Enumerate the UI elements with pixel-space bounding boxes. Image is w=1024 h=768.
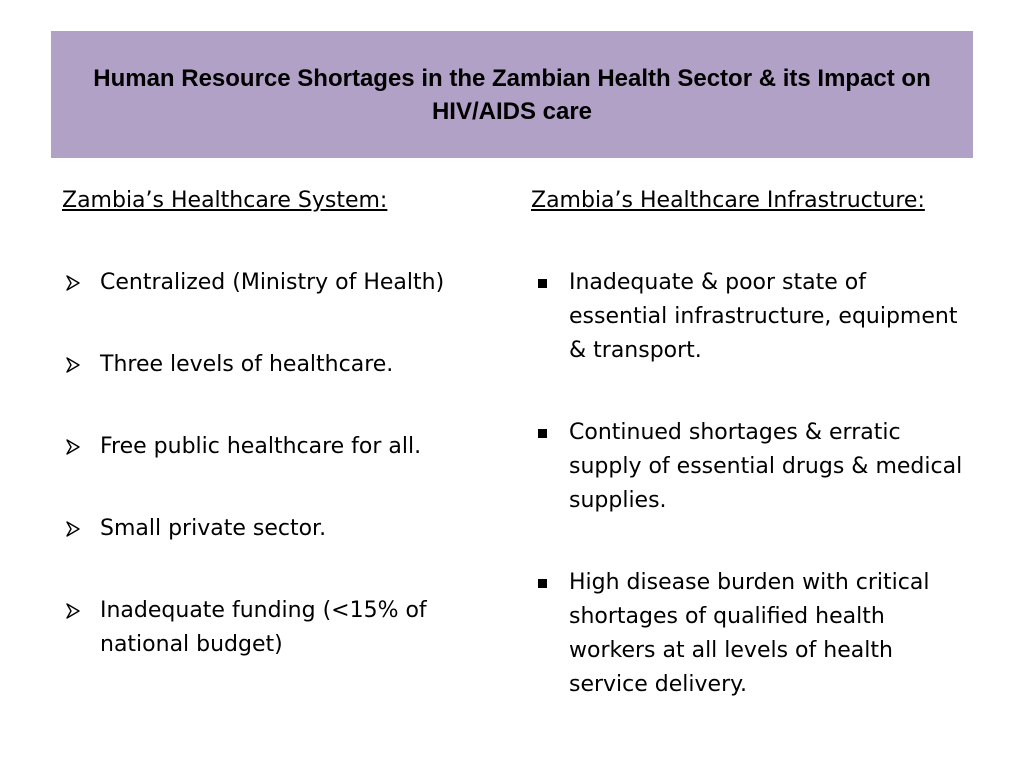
right-column-heading: Zambia’s Healthcare Infrastructure:	[531, 188, 925, 213]
list-item: Centralized (Ministry of Health)	[62, 266, 482, 300]
right-column: Zambia’s Healthcare Infrastructure: Inad…	[531, 184, 971, 750]
list-item-text: Continued shortages & erratic supply of …	[569, 420, 963, 513]
list-item: High disease burden with critical shorta…	[531, 566, 971, 702]
square-bullet-icon	[531, 416, 553, 450]
arrow-bullet-icon	[62, 594, 84, 628]
list-item: Continued shortages & erratic supply of …	[531, 416, 971, 518]
list-item-text: Free public healthcare for all.	[100, 434, 422, 459]
left-column-heading: Zambia’s Healthcare System:	[62, 188, 388, 213]
arrow-bullet-icon	[62, 430, 84, 464]
list-item: Three levels of healthcare.	[62, 348, 482, 382]
square-bullet-icon	[531, 566, 553, 600]
list-item-text: Inadequate & poor state of essential inf…	[569, 270, 958, 363]
list-item-text: Inadequate funding (<15% of national bud…	[100, 598, 427, 657]
right-bullet-list: Inadequate & poor state of essential inf…	[531, 266, 971, 702]
arrow-bullet-icon	[62, 512, 84, 546]
list-item-text: High disease burden with critical shorta…	[569, 570, 930, 697]
title-banner: Human Resource Shortages in the Zambian …	[51, 31, 973, 158]
list-item: Small private sector.	[62, 512, 482, 546]
list-item: Free public healthcare for all.	[62, 430, 482, 464]
slide-title: Human Resource Shortages in the Zambian …	[93, 64, 931, 125]
square-bullet-icon	[531, 266, 553, 300]
list-item-text: Three levels of healthcare.	[100, 352, 394, 377]
list-item-text: Centralized (Ministry of Health)	[100, 270, 445, 295]
left-column: Zambia’s Healthcare System: Centralized …	[62, 184, 482, 710]
arrow-bullet-icon	[62, 348, 84, 382]
list-item: Inadequate & poor state of essential inf…	[531, 266, 971, 368]
left-bullet-list: Centralized (Ministry of Health) Three l…	[62, 266, 482, 662]
arrow-bullet-icon	[62, 266, 84, 300]
list-item: Inadequate funding (<15% of national bud…	[62, 594, 482, 662]
list-item-text: Small private sector.	[100, 516, 327, 541]
